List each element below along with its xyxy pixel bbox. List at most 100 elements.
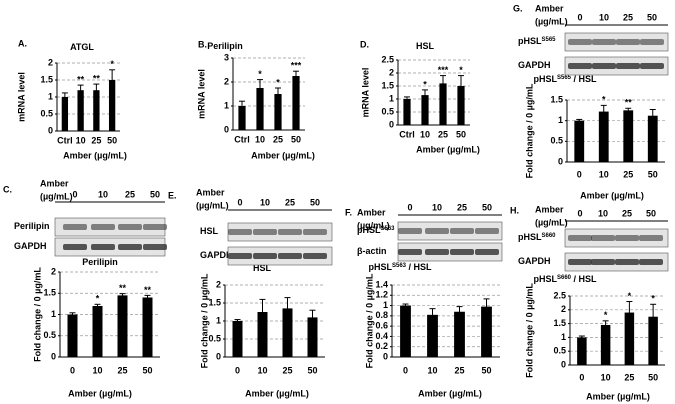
y-tick-label: 0.5	[553, 346, 566, 356]
blot-header: (µg/mL)	[40, 191, 73, 201]
x-tick-label: 10	[601, 372, 611, 382]
bar	[427, 314, 438, 357]
y-tick-label: 1	[224, 100, 229, 110]
significance: **	[625, 98, 633, 108]
bar	[282, 308, 293, 357]
chart-title: HSL	[253, 263, 272, 273]
blot-row-label-part: S563	[381, 226, 396, 232]
significance: **	[77, 74, 85, 84]
bar	[598, 111, 609, 162]
x-tick-label: 25	[454, 365, 464, 375]
blot-band	[640, 63, 664, 69]
panel-label: A.	[18, 38, 27, 48]
bar	[400, 305, 411, 357]
y-tick-label: 1	[51, 309, 56, 319]
x-tick-label: 25	[438, 129, 448, 139]
x-tick-label: 10	[76, 135, 86, 145]
bar	[454, 311, 465, 357]
significance: *	[651, 294, 655, 304]
blot-row-label-part: HSL	[200, 226, 219, 236]
y-tick-label: 0.4	[375, 331, 388, 341]
x-axis-title: Amber (µg/mL)	[63, 150, 127, 160]
x-tick-label: 0	[235, 365, 240, 375]
bar	[307, 317, 318, 357]
blot-header: Amber	[357, 207, 386, 217]
y-tick-label: 1.5	[43, 288, 56, 298]
y-tick-label: 1.5	[208, 297, 221, 307]
significance: *	[459, 65, 463, 75]
y-tick-label: 2	[224, 76, 229, 86]
significance: **	[119, 283, 127, 293]
bar	[624, 312, 635, 365]
blot-row-label-part: GAPDH	[200, 250, 233, 260]
y-tick-label: 0	[389, 119, 394, 129]
chart-title: pHSLS563 / HSL	[368, 262, 432, 272]
y-tick-label: 0	[224, 124, 229, 134]
bar	[421, 95, 429, 125]
y-tick-label: 2	[216, 279, 221, 289]
y-tick-label: 0.5	[208, 333, 221, 343]
y-tick-label: 0	[383, 351, 388, 361]
blot-band	[591, 235, 615, 241]
significance: *	[276, 77, 280, 87]
blot-row-label: GAPDH	[518, 60, 551, 70]
blot-row-label-part: Perilipin	[14, 221, 50, 231]
x-tick-label: 25	[91, 135, 101, 145]
bar	[108, 80, 116, 131]
bar	[67, 314, 78, 357]
x-tick-label: Ctrl	[234, 134, 250, 144]
blot-row-label: HSL	[200, 226, 219, 236]
y-axis-title: mRNA level	[16, 72, 26, 122]
x-tick-label: 25	[623, 169, 633, 179]
blot-header: (µg/mL)	[535, 16, 568, 26]
bar	[142, 297, 153, 357]
lane-label: 0	[407, 202, 412, 212]
blot-band	[425, 249, 449, 255]
blot-row-label: β-actin	[357, 246, 387, 256]
x-tick-label: Ctrl	[57, 135, 73, 145]
bar	[481, 306, 492, 357]
y-tick-label: 0.5	[550, 136, 563, 146]
x-tick-label: 10	[599, 169, 609, 179]
blot-header: (µg/mL)	[196, 200, 229, 210]
y-tick-label: 0.5	[40, 108, 53, 118]
significance: *	[110, 59, 114, 69]
y-tick-label: 2.5	[553, 290, 566, 300]
lane-label: 0	[237, 197, 242, 207]
x-axis-title: Amber (µg/mL)	[580, 190, 644, 200]
lane-label: 10	[599, 12, 609, 22]
blot-band	[568, 39, 592, 45]
blot-band	[278, 253, 302, 259]
y-tick-label: 0.6	[375, 321, 388, 331]
blot-band	[616, 39, 640, 45]
y-tick-label: 1	[383, 300, 388, 310]
y-tick-label: 1	[561, 332, 566, 342]
y-axis-title: Fold change / 0 µg/mL	[199, 273, 209, 368]
x-axis-title: Amber (µg/mL)	[251, 150, 315, 160]
blot-band	[639, 259, 663, 265]
blot-band	[398, 249, 422, 255]
panel-label: H.	[510, 205, 519, 215]
chart-title-part: Perilipin	[82, 257, 118, 267]
blot-band	[398, 228, 422, 234]
blot-header: Amber	[535, 3, 564, 13]
y-tick-label: 0	[561, 359, 566, 369]
bar	[92, 306, 103, 357]
bar	[574, 120, 585, 162]
panel-label: G.	[513, 3, 523, 13]
blot-band	[450, 249, 474, 255]
blot-band	[253, 229, 277, 235]
y-tick-label: 0.5	[381, 106, 394, 116]
bar	[232, 321, 243, 357]
panel-label: E.	[168, 190, 177, 200]
bar	[61, 97, 69, 131]
x-tick-label: 50	[307, 365, 317, 375]
x-tick-label: 50	[648, 372, 658, 382]
lane-label: 0	[72, 189, 77, 199]
chart-title-part: S660	[557, 275, 572, 281]
chart-title: pHSLS660 / HSL	[533, 274, 597, 284]
x-tick-label: Ctrl	[399, 129, 415, 139]
bar	[292, 76, 300, 130]
x-tick-label: 50	[481, 365, 491, 375]
